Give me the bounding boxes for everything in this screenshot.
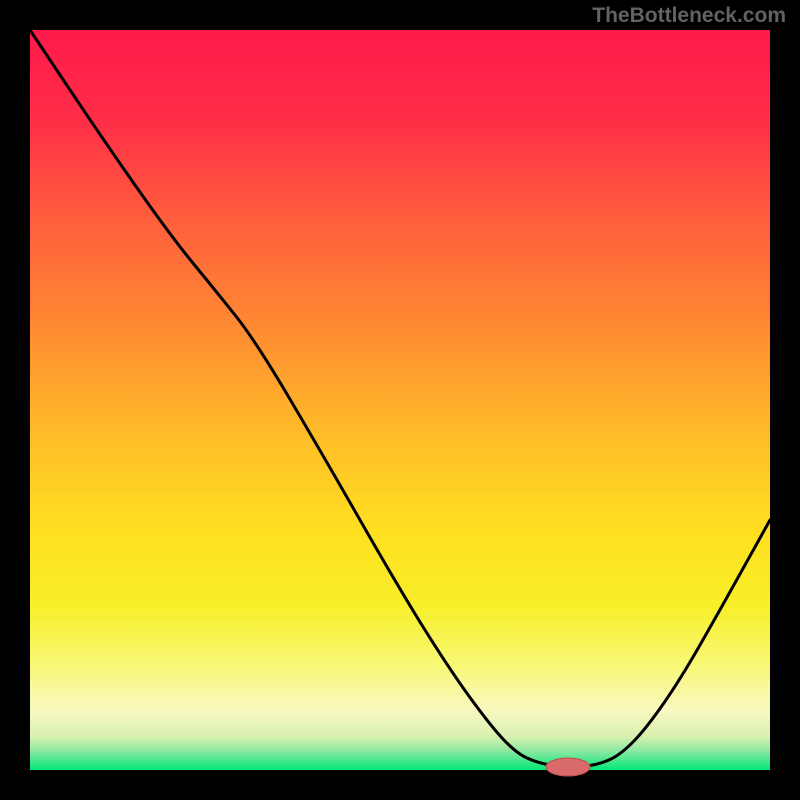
chart-container: TheBottleneck.com bbox=[0, 0, 800, 800]
plot-background bbox=[30, 30, 770, 770]
bottleneck-chart bbox=[0, 0, 800, 800]
optimum-marker bbox=[546, 758, 590, 776]
